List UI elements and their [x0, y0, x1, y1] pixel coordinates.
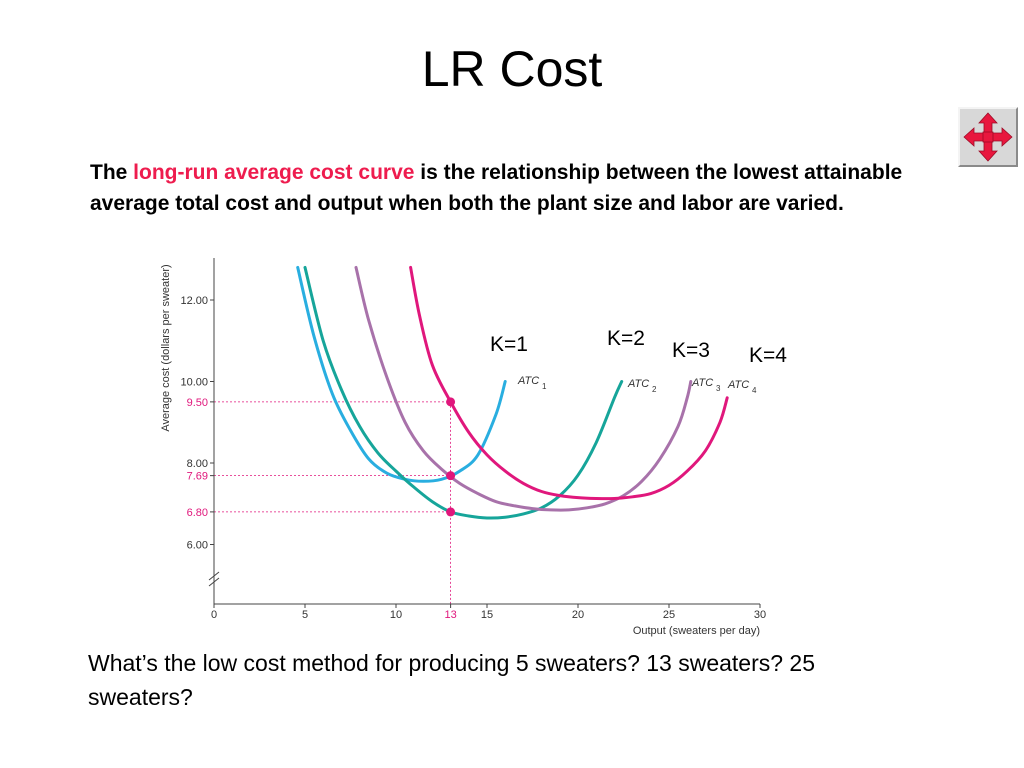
y-tick-label: 6.00	[187, 540, 208, 552]
atc-label-3: ATC	[691, 377, 713, 389]
atc-subscript-2: 2	[652, 385, 657, 394]
x-tick-label: 13	[444, 609, 456, 621]
k-label-4: K=4	[749, 344, 787, 367]
atc-label-4: ATC	[727, 379, 749, 391]
atc-label-1: ATC	[517, 375, 539, 387]
atc-curve-1	[296, 265, 507, 483]
atc-label-2: ATC	[627, 378, 649, 390]
y-tick-label: 6.80	[187, 507, 208, 519]
highlight-point	[446, 507, 456, 517]
atc-curve-3	[354, 265, 693, 512]
y-tick-label: 8.00	[187, 458, 208, 470]
atc-curve-2	[303, 265, 624, 520]
x-tick-label: 10	[390, 609, 402, 621]
y-axis-title: Average cost (dollars per sweater)	[160, 264, 172, 431]
k-label-3: K=3	[672, 339, 710, 362]
axis-break-mark	[208, 571, 220, 581]
four-way-arrow-icon	[963, 112, 1013, 162]
highlight-point	[446, 397, 456, 407]
y-tick-label: 9.50	[187, 397, 208, 409]
navigation-button[interactable]	[958, 107, 1018, 167]
atc-subscript-4: 4	[752, 386, 757, 395]
x-tick-label: 30	[754, 609, 766, 621]
x-tick-label: 5	[302, 609, 308, 621]
atc-curve-4	[409, 265, 729, 501]
atc-subscript-3: 3	[716, 384, 721, 393]
x-tick-label: 0	[211, 609, 217, 621]
y-tick-label: 10.00	[180, 377, 208, 389]
question-text: What’s the low cost method for producing…	[88, 650, 816, 710]
intro-highlight-term: long-run average cost curve	[133, 161, 415, 184]
intro-text-start: The	[90, 161, 134, 184]
k-label-1: K=1	[490, 333, 528, 356]
highlight-point	[446, 471, 456, 481]
atc-subscript-1: 1	[542, 382, 547, 391]
x-tick-label: 20	[572, 609, 584, 621]
y-tick-label: 12.00	[180, 295, 208, 307]
axis-break-mark	[208, 577, 220, 587]
intro-text-end: is the relationship between the lowest a…	[90, 161, 903, 215]
intro-paragraph: The long-run average cost curve is the r…	[90, 157, 930, 219]
x-tick-label: 15	[481, 609, 493, 621]
k-label-2: K=2	[607, 327, 645, 350]
slide-title: LR Cost	[421, 41, 603, 97]
y-tick-label: 7.69	[187, 471, 208, 483]
x-axis-title: Output (sweaters per day)	[633, 625, 760, 637]
x-tick-label: 25	[663, 609, 675, 621]
